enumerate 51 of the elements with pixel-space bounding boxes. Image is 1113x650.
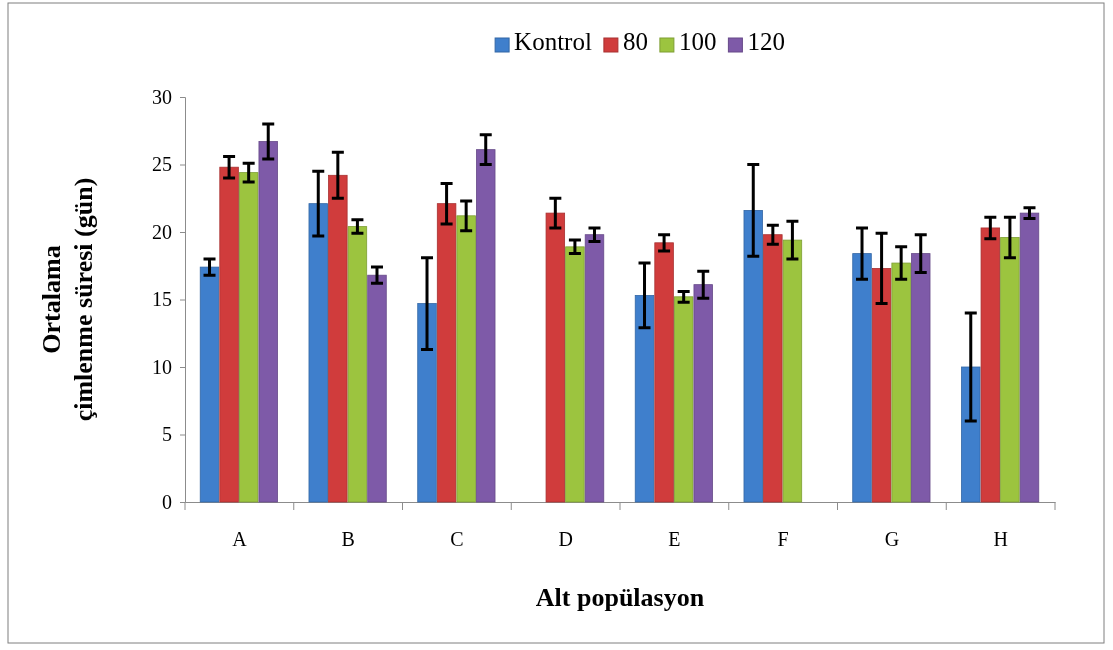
bar	[782, 239, 803, 503]
x-tick-label: B	[341, 528, 355, 551]
x-tick-label: A	[232, 528, 248, 551]
y-tick-label: 30	[152, 85, 172, 108]
bar	[871, 268, 892, 503]
y-tick-label: 15	[152, 288, 172, 311]
y-tick-label: 20	[152, 220, 172, 243]
bar	[258, 141, 278, 503]
bar	[1019, 212, 1040, 503]
y-axis-title: Ortalama çimlenme süresi (gün)	[37, 177, 98, 422]
x-tick-label: F	[777, 528, 789, 551]
bar	[980, 227, 1001, 503]
bar	[584, 234, 605, 503]
bar	[308, 203, 328, 503]
bar	[654, 242, 674, 503]
bar	[238, 172, 259, 503]
bar	[456, 215, 476, 503]
x-tick-label: C	[450, 528, 464, 551]
y-tick-label: 25	[152, 153, 172, 176]
bar	[634, 295, 655, 503]
bar	[199, 266, 220, 503]
bar	[693, 284, 713, 503]
x-tick-label: E	[668, 528, 681, 551]
legend-label: 80	[622, 28, 648, 55]
bar	[476, 149, 496, 503]
legend-label: 120	[747, 28, 785, 55]
bar	[743, 210, 763, 503]
bar	[1000, 237, 1020, 503]
bar	[961, 366, 981, 503]
bar	[436, 203, 457, 503]
y-tick-label: 0	[162, 490, 172, 513]
bar	[347, 226, 368, 503]
bar	[673, 296, 694, 503]
x-tick-label: G	[884, 528, 900, 551]
bar	[763, 234, 783, 503]
bar	[417, 303, 437, 503]
y-tick-label: 5	[162, 423, 172, 446]
bar	[545, 212, 566, 503]
x-tick-label: D	[558, 528, 573, 551]
legend-label: 100	[678, 28, 717, 55]
bar	[328, 174, 348, 503]
legend-label: Kontrol	[514, 28, 592, 55]
x-tick-label: H	[993, 528, 1008, 551]
bar	[219, 166, 239, 503]
bar	[852, 253, 872, 503]
bar	[565, 246, 585, 503]
bar	[911, 253, 931, 503]
bar	[891, 262, 911, 503]
bar	[367, 274, 387, 503]
y-tick-label: 10	[152, 355, 172, 378]
x-axis-title: Alt popülasyon	[535, 583, 705, 612]
